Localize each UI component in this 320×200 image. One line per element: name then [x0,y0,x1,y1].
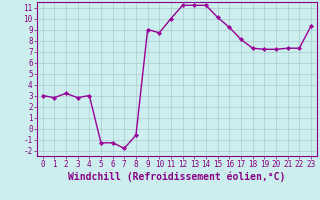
X-axis label: Windchill (Refroidissement éolien,°C): Windchill (Refroidissement éolien,°C) [68,172,285,182]
